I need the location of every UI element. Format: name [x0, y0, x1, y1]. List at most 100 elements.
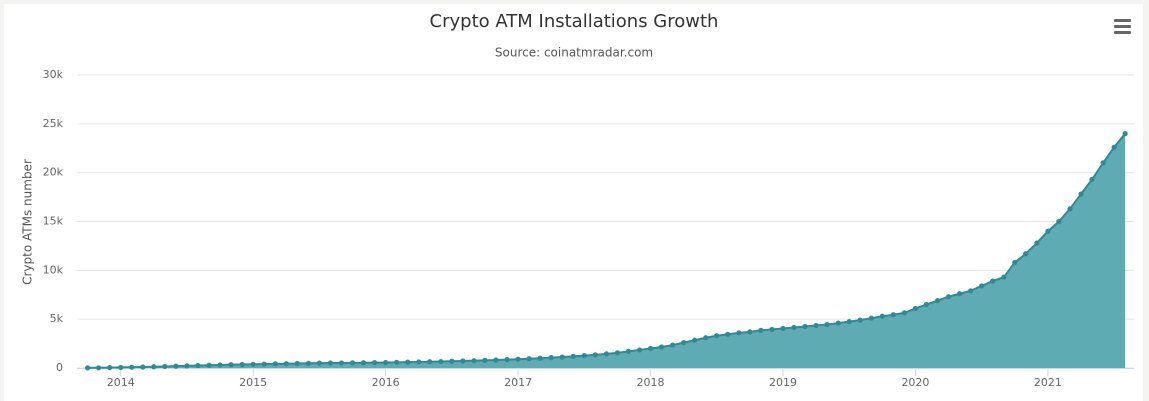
point-marker [747, 329, 753, 335]
x-tick-label: 2017 [504, 376, 532, 389]
y-tick-label: 0 [56, 361, 63, 374]
point-marker [239, 361, 245, 368]
point-marker [736, 330, 742, 336]
point-marker [228, 362, 234, 368]
point-marker [349, 360, 356, 366]
point-marker [1089, 176, 1095, 183]
point-marker [1012, 259, 1018, 266]
point-marker [460, 358, 466, 364]
point-marker [1001, 274, 1007, 280]
point-marker [493, 357, 499, 363]
point-marker [438, 358, 444, 365]
point-marker [360, 360, 367, 366]
point-marker [923, 301, 930, 308]
point-marker [758, 327, 764, 333]
point-marker [879, 313, 885, 319]
point-marker [394, 359, 400, 365]
point-marker [383, 359, 389, 366]
point-marker [107, 365, 113, 371]
point-marker [1122, 131, 1128, 137]
y-tick-label: 30k [43, 68, 64, 81]
point-marker [1111, 144, 1117, 150]
x-tick-label: 2019 [769, 376, 797, 389]
x-tick-label: 2020 [901, 376, 929, 389]
point-marker [84, 365, 91, 371]
point-marker [945, 294, 952, 300]
point-marker [912, 305, 919, 312]
point-marker [1067, 206, 1073, 212]
point-marker [846, 319, 852, 325]
point-marker [195, 362, 201, 369]
point-marker [250, 361, 256, 367]
point-marker [901, 310, 908, 316]
point-marker [1100, 160, 1106, 166]
point-marker [868, 315, 874, 321]
point-marker [1078, 191, 1084, 197]
x-tick-label: 2014 [107, 376, 135, 389]
point-marker [449, 358, 455, 364]
y-axis-label: Crypto ATMs number [21, 159, 35, 285]
point-marker [217, 362, 223, 368]
point-marker [581, 352, 587, 359]
point-marker [559, 354, 565, 360]
chart-title: Crypto ATM Installations Growth [430, 11, 719, 32]
point-marker [658, 344, 665, 350]
point-marker [1045, 228, 1051, 234]
point-marker [979, 283, 985, 289]
y-tick-label: 5k [50, 312, 64, 325]
point-marker [636, 347, 643, 353]
point-marker [703, 335, 709, 341]
point-marker [173, 363, 179, 369]
point-marker [603, 351, 610, 357]
x-tick-label: 2015 [239, 376, 267, 389]
point-marker [261, 361, 267, 367]
point-marker [482, 357, 488, 363]
point-marker [570, 353, 576, 359]
menu-button[interactable] [1114, 19, 1131, 34]
point-marker [272, 361, 278, 367]
point-marker [614, 350, 621, 356]
point-marker [283, 361, 289, 367]
point-marker [118, 364, 124, 371]
point-marker [471, 358, 477, 364]
point-marker [934, 298, 941, 304]
point-marker [725, 331, 731, 337]
point-marker [405, 359, 411, 365]
point-marker [802, 323, 808, 330]
point-marker [625, 348, 632, 354]
y-tick-label: 10k [43, 263, 64, 276]
point-marker [129, 364, 135, 370]
point-marker [184, 363, 190, 369]
point-marker [294, 360, 300, 367]
y-tick-label: 15k [43, 215, 64, 228]
point-marker [890, 312, 896, 318]
point-marker [548, 355, 554, 361]
point-marker [140, 364, 146, 370]
point-marker [537, 355, 543, 361]
point-marker [681, 340, 687, 346]
point-marker [956, 291, 963, 297]
point-marker [990, 278, 996, 284]
point-marker [316, 360, 322, 366]
point-marker [338, 360, 345, 366]
point-marker [305, 360, 312, 366]
x-tick-label: 2021 [1034, 376, 1062, 389]
y-tick-label: 25k [43, 117, 64, 130]
point-marker [162, 363, 168, 370]
point-marker [1034, 240, 1040, 246]
point-marker [327, 360, 333, 366]
x-tick-label: 2018 [637, 376, 665, 389]
point-marker [714, 333, 720, 339]
point-marker [151, 364, 157, 370]
point-marker [813, 322, 819, 329]
point-marker [769, 326, 775, 333]
x-tick-label: 2016 [372, 376, 400, 389]
area-fill [87, 133, 1126, 368]
point-marker [515, 356, 521, 362]
point-marker [416, 359, 422, 365]
chart-subtitle: Source: coinatmradar.com [495, 46, 653, 60]
y-tick-label: 20k [43, 166, 64, 179]
point-marker [647, 345, 654, 352]
point-marker [670, 342, 676, 348]
